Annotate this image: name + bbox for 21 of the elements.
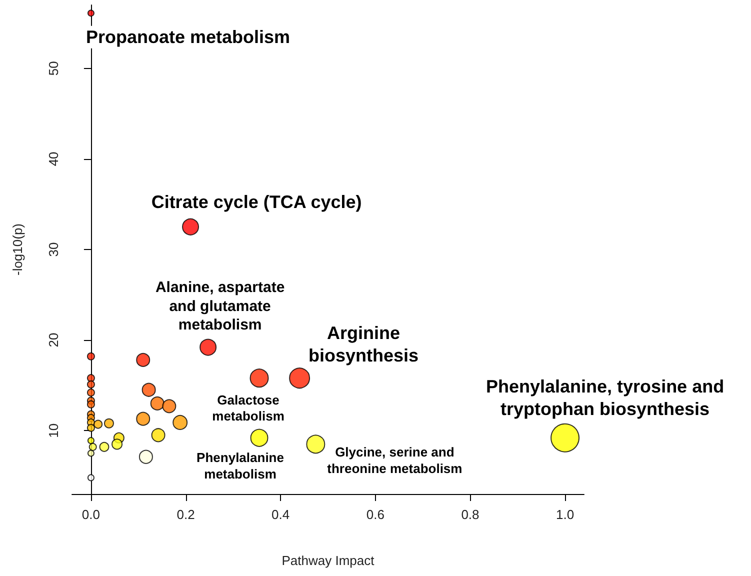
y-tick-label: 20 bbox=[46, 332, 61, 348]
x-tick-label: 1.0 bbox=[556, 507, 574, 522]
annotation: Arginine biosynthesis bbox=[308, 322, 419, 366]
y-tick-label: 30 bbox=[46, 242, 61, 257]
y-axis-title: -log10(p) bbox=[10, 223, 25, 276]
x-tick-label: 0.0 bbox=[82, 507, 100, 522]
x-axis-title: Pathway Impact bbox=[282, 553, 375, 568]
annotation: Phenylalanine, tyrosine and tryptophan biosynthesis bbox=[486, 376, 724, 420]
annotation: Phenylalanine metabolism bbox=[196, 450, 284, 482]
y-tick-label: 40 bbox=[46, 152, 61, 166]
annotation: Galactose metabolism bbox=[212, 392, 284, 424]
x-tick-label: 0.4 bbox=[272, 507, 290, 522]
x-tick-label: 0.6 bbox=[366, 507, 384, 522]
x-tick-label: 0.8 bbox=[461, 507, 480, 522]
annotation: Citrate cycle (TCA cycle) bbox=[151, 192, 362, 212]
y-tick-label: 10 bbox=[46, 423, 61, 438]
annotation: Alanine, aspartate and glutamate metabolism bbox=[155, 279, 285, 334]
y-tick-label: 50 bbox=[46, 61, 61, 76]
x-tick-label: 0.2 bbox=[176, 507, 195, 522]
annotation: Propanoate metabolism bbox=[86, 27, 290, 48]
annotation: Glycine, serine and threonine metabolism bbox=[327, 444, 462, 476]
